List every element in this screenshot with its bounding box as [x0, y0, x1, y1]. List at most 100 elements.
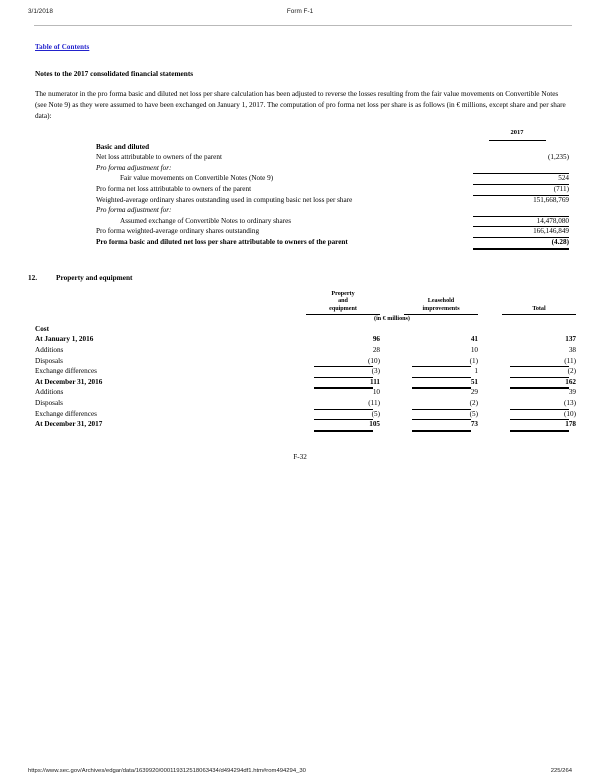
ppe-cell	[404, 324, 502, 335]
ppe-cell: (1)	[469, 356, 478, 365]
ppe-header-blank	[0, 291, 306, 315]
eps-row-value: (4.28)	[465, 236, 600, 250]
eps-row-label: Pro forma adjustment for:	[96, 163, 172, 172]
eps-row-label: Pro forma adjustment for:	[96, 206, 172, 215]
ppe-row-label: Disposals	[35, 356, 63, 365]
ppe-cell: (13)	[564, 398, 576, 407]
eps-row-label: Pro forma weighted-average ordinary shar…	[96, 227, 260, 236]
ppe-column-header-property: Property and equipment	[306, 291, 404, 316]
print-page-counter: 225/264	[550, 768, 572, 774]
ppe-units-row: (in € millions)	[0, 315, 600, 324]
table-row: Pro forma basic and diluted net loss per…	[0, 236, 600, 250]
eps-row-label: Fair value movements on Convertible Note…	[120, 174, 274, 183]
table-row: Pro forma net loss attributable to owner…	[0, 183, 600, 195]
ppe-cell: 162	[502, 376, 600, 389]
ppe-row-label: Disposals	[35, 398, 63, 407]
eps-column-header: 2017	[465, 128, 600, 142]
eps-row-value: 151,668,769	[465, 194, 600, 206]
ppe-header-line: Leasehold	[427, 298, 455, 305]
intro-paragraph: The numerator in the pro forma basic and…	[35, 90, 566, 121]
eps-row-label: Weighted-average ordinary shares outstan…	[96, 195, 353, 204]
ppe-table-body: Property and equipment Leasehold improve…	[0, 291, 600, 432]
table-row: At December 31, 2016 111 51 162	[0, 376, 600, 389]
ppe-header-row: Property and equipment Leasehold improve…	[0, 291, 600, 316]
note-title: Property and equipment	[56, 273, 133, 282]
table-row: Exchange differences (5) (5) (10)	[0, 408, 600, 420]
ppe-row-label: Additions	[35, 346, 64, 354]
ppe-units-spacer	[502, 315, 600, 324]
browser-print-header: 3/1/2018 Form F-1	[0, 8, 600, 22]
eps-row-value	[465, 142, 600, 153]
table-row: Additions 10 29 39	[0, 387, 600, 398]
table-row: Disposals (10) (1) (11)	[0, 356, 600, 367]
ppe-units-label: (in € millions)	[374, 316, 410, 323]
eps-row-value: 14,478,080	[465, 215, 600, 227]
table-row: Weighted-average ordinary shares outstan…	[0, 194, 600, 206]
ppe-cell: 29	[470, 388, 478, 397]
eps-row-label: Pro forma net loss attributable to owner…	[96, 184, 252, 193]
print-date: 3/1/2018	[28, 8, 53, 15]
ppe-row-label: Exchange differences	[35, 409, 97, 418]
ppe-cell: (3)	[306, 366, 404, 377]
table-row: Cost	[0, 324, 600, 335]
table-row: Exchange differences (3) 1 (2)	[0, 366, 600, 377]
print-document-title: Form F-1	[286, 8, 314, 15]
eps-row-value	[465, 163, 600, 174]
ppe-cell: 41	[470, 335, 478, 344]
table-row: Additions 28 10 38	[0, 345, 600, 356]
page-number: F-32	[293, 453, 307, 461]
eps-row-value: (711)	[465, 183, 600, 195]
ppe-cell: 96	[372, 335, 380, 344]
table-row: Pro forma adjustment for:	[0, 205, 600, 216]
ppe-cell: (2)	[469, 398, 478, 407]
property-equipment-table: Property and equipment Leasehold improve…	[0, 291, 600, 432]
ppe-cell: 105	[306, 419, 404, 432]
ppe-cell: 38	[568, 346, 576, 354]
table-row: Net loss attributable to owners of the p…	[0, 152, 600, 163]
ppe-cell: (10)	[502, 408, 600, 420]
ppe-column-header-leasehold: Leasehold improvements	[404, 291, 502, 316]
ppe-header-line: equipment	[329, 305, 357, 312]
eps-column-header-label: 2017	[488, 128, 546, 141]
eps-row-label: Assumed exchange of Convertible Notes to…	[120, 216, 292, 225]
ppe-cell: 51	[404, 376, 502, 389]
eps-table-body: 2017 Basic and diluted Net loss attribut…	[0, 128, 600, 250]
ppe-column-header-property-label: Property and equipment	[306, 291, 380, 316]
print-source-url: https://www.sec.gov/Archives/edgar/data/…	[28, 768, 306, 774]
ppe-cell: 1	[404, 366, 502, 377]
ppe-cell: 28	[372, 346, 380, 354]
eps-row-value: (1,235)	[548, 153, 569, 162]
ppe-cell: 10	[372, 388, 380, 397]
ppe-row-label: At December 31, 2016	[35, 377, 103, 386]
ppe-cell: (5)	[306, 408, 404, 420]
eps-header-row: 2017	[0, 128, 600, 142]
ppe-cell: (11)	[368, 398, 380, 407]
ppe-header-line: Property	[331, 291, 355, 297]
eps-row-label: Basic and diluted	[96, 142, 150, 151]
eps-row-label: Pro forma basic and diluted net loss per…	[96, 237, 348, 246]
ppe-row-label: Additions	[35, 388, 64, 397]
ppe-column-header-total-label: Total	[502, 306, 576, 316]
ppe-row-label: Exchange differences	[35, 367, 97, 376]
eps-row-value	[465, 205, 600, 216]
page-title: Notes to the 2017 consolidated financial…	[35, 69, 194, 78]
header-divider	[34, 25, 572, 26]
eps-header-blank	[0, 128, 465, 142]
ppe-cell: 39	[568, 388, 576, 397]
ppe-cell: 73	[404, 419, 502, 432]
table-row: At January 1, 2016 96 41 137	[0, 334, 600, 345]
ppe-cell: 10	[470, 346, 478, 354]
ppe-cell: 111	[306, 376, 404, 389]
ppe-units-blank	[0, 315, 306, 324]
table-row: Assumed exchange of Convertible Notes to…	[0, 215, 600, 227]
ppe-cell	[306, 324, 404, 335]
eps-row-value: 524	[465, 173, 600, 184]
ppe-cell: (10)	[368, 356, 380, 365]
pro-forma-eps-table: 2017 Basic and diluted Net loss attribut…	[0, 128, 600, 250]
ppe-header-line: improvements	[422, 305, 460, 312]
ppe-cell: 178	[502, 419, 600, 432]
table-row: Pro forma adjustment for:	[0, 163, 600, 174]
table-of-contents-link[interactable]: Table of Contents	[35, 43, 90, 51]
ppe-cell: 137	[565, 335, 576, 344]
ppe-column-header-leasehold-label: Leasehold improvements	[404, 298, 478, 316]
